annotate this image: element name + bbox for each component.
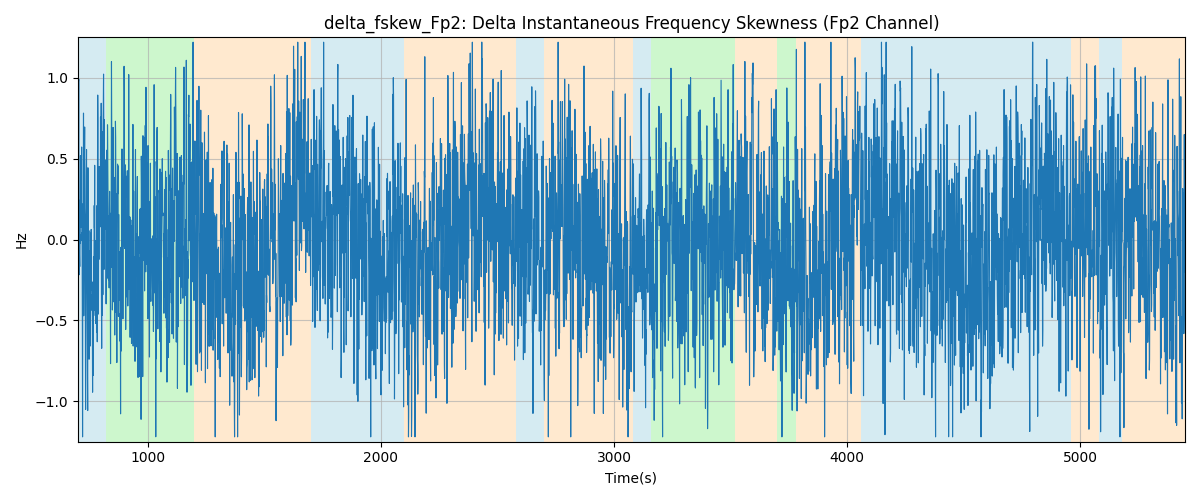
Title: delta_fskew_Fp2: Delta Instantaneous Frequency Skewness (Fp2 Channel): delta_fskew_Fp2: Delta Instantaneous Fre… [324,15,940,34]
Bar [106,38,194,442]
Bar [862,38,1070,442]
Bar [736,38,778,442]
Bar [796,38,862,442]
X-axis label: Time(s): Time(s) [606,471,658,485]
Bar [1099,38,1122,442]
Bar [778,38,796,442]
Bar [544,38,632,442]
Bar [652,38,736,442]
Bar [311,38,404,442]
Bar [1122,38,1184,442]
Bar [194,38,311,442]
Bar [632,38,652,442]
Bar [1070,38,1099,442]
Bar [404,38,516,442]
Bar [516,38,544,442]
Y-axis label: Hz: Hz [14,230,29,248]
Bar [78,38,106,442]
